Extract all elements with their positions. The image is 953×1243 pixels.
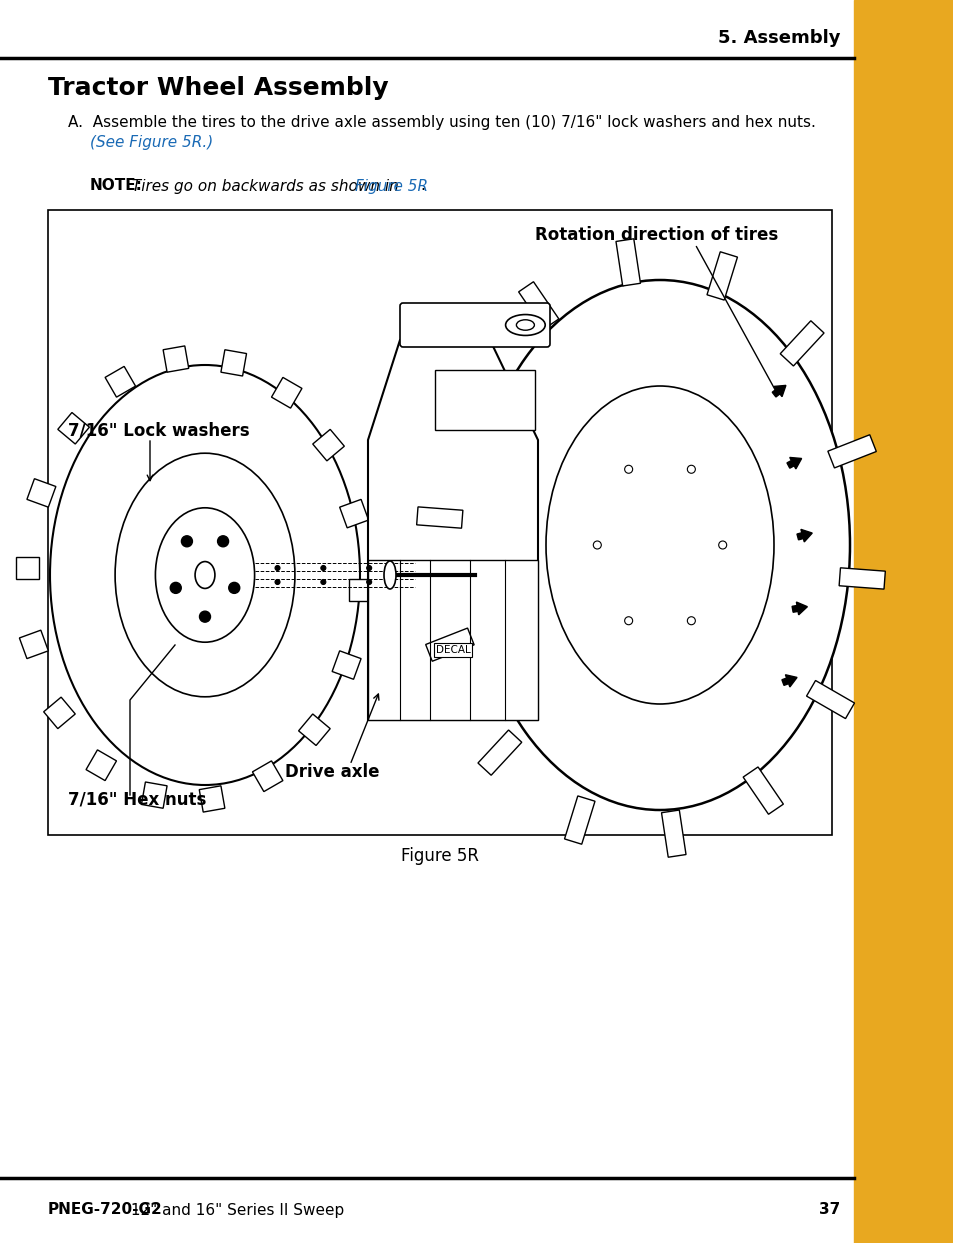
Bar (298, 713, 330, 746)
Bar (447, 378, 495, 415)
Bar (58, 413, 90, 444)
Bar (27, 479, 56, 507)
Circle shape (320, 579, 326, 584)
Polygon shape (368, 561, 537, 720)
Ellipse shape (115, 454, 294, 697)
Text: Rotation direction of tires: Rotation direction of tires (535, 226, 778, 244)
Circle shape (274, 566, 280, 571)
Text: (See Figure 5R.): (See Figure 5R.) (90, 135, 213, 150)
Circle shape (274, 579, 280, 584)
Circle shape (718, 541, 726, 549)
Circle shape (181, 536, 193, 547)
Bar (313, 429, 344, 461)
Bar (332, 651, 360, 679)
Bar (16, 557, 39, 579)
Bar (706, 252, 737, 300)
Ellipse shape (194, 562, 214, 588)
Circle shape (170, 583, 181, 593)
Text: DECAL: DECAL (436, 645, 470, 655)
Bar (416, 507, 462, 528)
Ellipse shape (155, 508, 254, 643)
Bar (221, 349, 246, 377)
Circle shape (686, 465, 695, 474)
Ellipse shape (505, 314, 544, 336)
Text: NOTE:: NOTE: (90, 179, 143, 194)
Bar (253, 761, 283, 792)
FancyArrow shape (791, 602, 806, 615)
Text: 7/16" Lock washers: 7/16" Lock washers (68, 421, 250, 439)
FancyBboxPatch shape (435, 370, 535, 430)
Text: 12" and 16" Series II Sweep: 12" and 16" Series II Sweep (126, 1202, 344, 1217)
Bar (780, 321, 823, 365)
Circle shape (593, 541, 600, 549)
Circle shape (624, 465, 632, 474)
FancyArrow shape (771, 385, 785, 397)
Bar (163, 346, 189, 372)
Bar (839, 568, 884, 589)
Bar (425, 628, 474, 661)
Bar (477, 730, 521, 776)
Text: Figure 5R: Figure 5R (400, 846, 478, 865)
Bar (44, 697, 75, 728)
Bar (339, 500, 368, 528)
Text: A.  Assemble the tires to the drive axle assembly using ten (10) 7/16" lock wash: A. Assemble the tires to the drive axle … (68, 114, 815, 129)
Text: Drive axle: Drive axle (285, 763, 379, 781)
Text: 7/16" Hex nuts: 7/16" Hex nuts (68, 791, 206, 809)
Bar (48, 210, 831, 835)
Bar (272, 378, 302, 408)
Circle shape (624, 617, 632, 625)
Bar (827, 435, 876, 467)
Bar (660, 810, 685, 858)
Circle shape (686, 617, 695, 625)
Ellipse shape (470, 280, 849, 810)
Circle shape (217, 536, 229, 547)
FancyArrow shape (796, 530, 811, 542)
FancyArrow shape (781, 675, 796, 687)
Text: .: . (419, 179, 424, 194)
Bar (742, 767, 782, 814)
Bar (564, 796, 595, 844)
Bar (518, 282, 558, 329)
Text: Tires go on backwards as shown in: Tires go on backwards as shown in (127, 179, 403, 194)
Circle shape (366, 579, 372, 584)
FancyArrow shape (786, 457, 801, 469)
Bar (805, 680, 854, 718)
Bar (616, 239, 639, 286)
Bar (349, 579, 372, 602)
Circle shape (366, 566, 372, 571)
Bar (141, 782, 167, 808)
Polygon shape (368, 341, 537, 720)
Bar (199, 786, 225, 812)
Bar (105, 367, 135, 397)
Ellipse shape (545, 387, 773, 704)
Bar (86, 750, 116, 781)
Bar (853, 0, 953, 1243)
Circle shape (229, 583, 239, 593)
Text: PNEG-720-G2: PNEG-720-G2 (48, 1202, 163, 1217)
FancyBboxPatch shape (399, 303, 550, 347)
Text: 5. Assembly: 5. Assembly (717, 29, 840, 47)
Text: Figure 5R: Figure 5R (355, 179, 428, 194)
Ellipse shape (384, 561, 395, 589)
Bar (19, 630, 49, 659)
Text: 37: 37 (818, 1202, 840, 1217)
Circle shape (199, 612, 211, 623)
Ellipse shape (50, 365, 359, 786)
Circle shape (320, 566, 326, 571)
Text: Tractor Wheel Assembly: Tractor Wheel Assembly (48, 76, 388, 99)
Ellipse shape (516, 319, 534, 331)
